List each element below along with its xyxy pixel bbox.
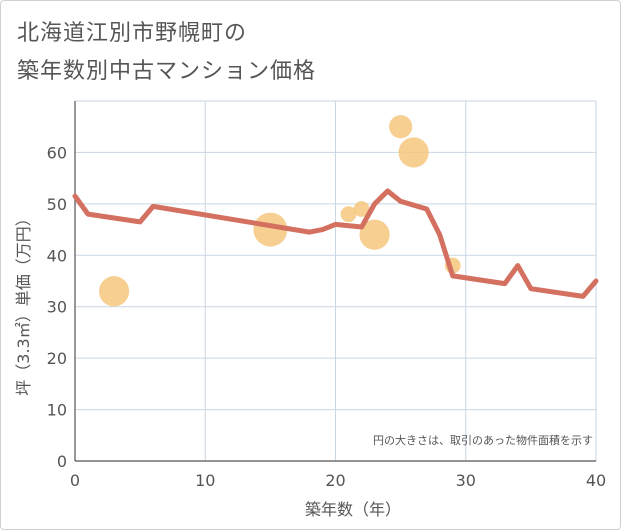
x-axis-label: 築年数（年） — [305, 500, 401, 519]
y-tick-label: 60 — [47, 143, 67, 162]
x-tick-label: 30 — [456, 471, 476, 490]
price-line — [72, 188, 599, 299]
x-tick-label: 20 — [325, 471, 345, 490]
chart-title-line1: 北海道江別市野幌町の — [17, 21, 248, 46]
x-tick-label: 10 — [195, 471, 215, 490]
bubble-point — [353, 201, 370, 217]
x-tick-label: 40 — [586, 471, 606, 490]
bubble-point — [253, 212, 288, 247]
bubble-point — [98, 276, 130, 307]
y-tick-label: 50 — [47, 195, 67, 214]
bubble-series — [98, 115, 461, 307]
chart-title-line2: 築年数別中古マンション価格 — [17, 59, 317, 84]
price-line-series — [72, 188, 599, 299]
x-tick-label: 0 — [70, 471, 80, 490]
y-tick-label: 20 — [47, 349, 67, 368]
y-tick-label: 10 — [47, 401, 67, 420]
axis-ticks: 0 10 20 30 40 0 10 20 30 40 50 60 — [47, 143, 607, 490]
bubble-size-note: 円の大きさは、取引のあった物件面積を示す — [373, 433, 593, 447]
bubble-point — [359, 219, 390, 250]
y-tick-label: 30 — [47, 298, 67, 317]
y-axis-label: 坪（3.3㎡）単価（万円） — [14, 210, 33, 395]
bubble-point — [398, 137, 429, 168]
grid-lines — [74, 100, 597, 462]
y-tick-label: 40 — [47, 246, 67, 265]
bubble-point — [340, 206, 357, 223]
bubble-point — [389, 115, 413, 139]
y-tick-label: 0 — [57, 452, 67, 471]
